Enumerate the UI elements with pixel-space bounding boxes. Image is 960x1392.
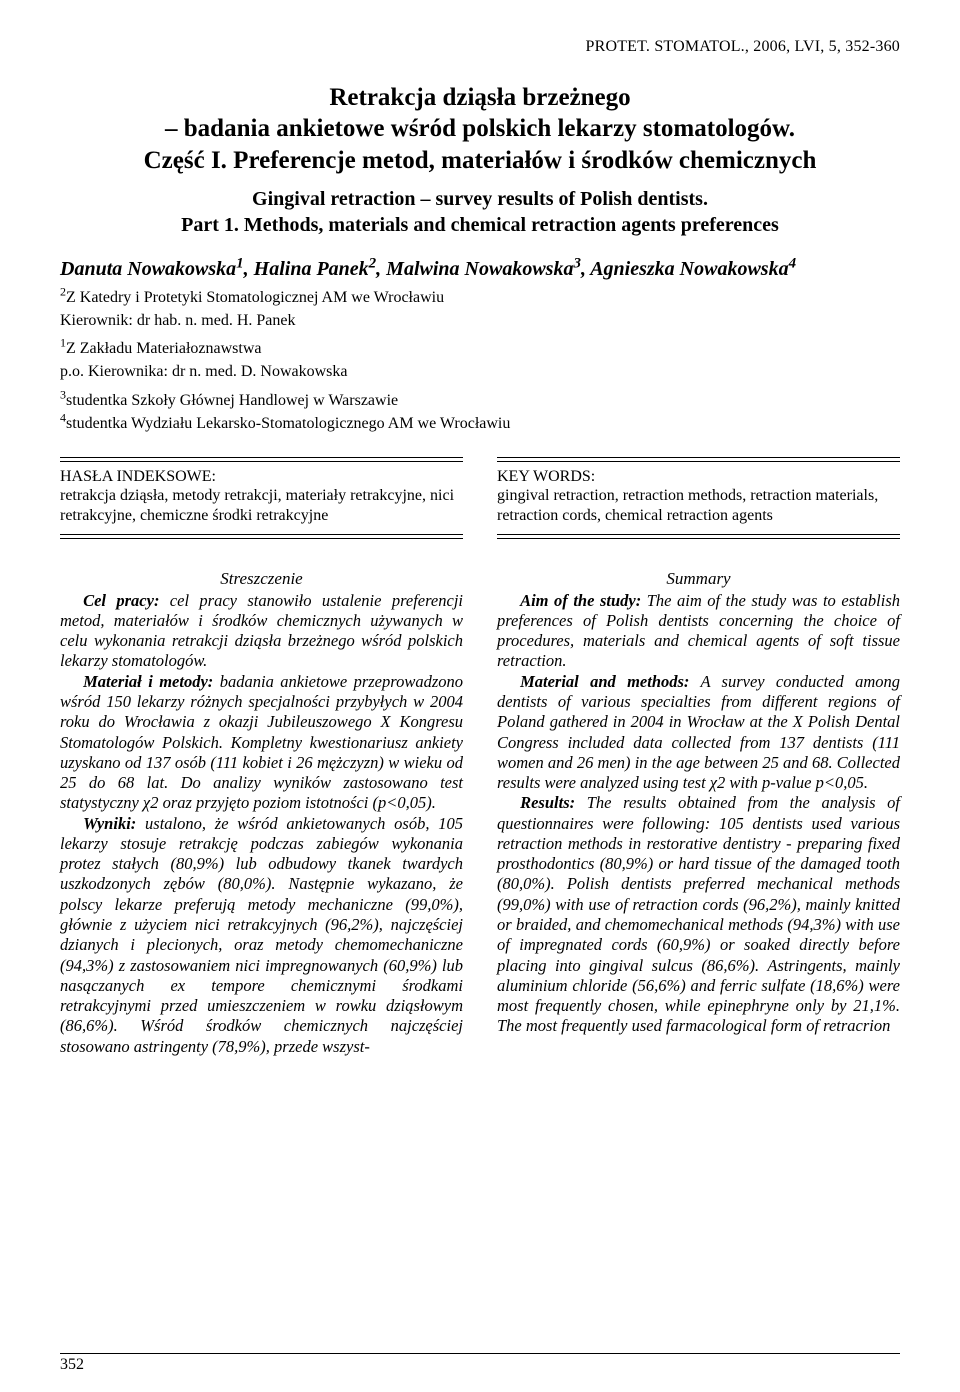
affil1-line2: Kierownik: dr hab. n. med. H. Panek xyxy=(60,311,900,332)
rule-top-right xyxy=(497,457,900,462)
rule-bottom-right xyxy=(497,534,900,539)
affiliation-2: 1Z Zakładu Materiałoznawstwa p.o. Kierow… xyxy=(60,339,900,383)
abs-en-p3-lead: Results: xyxy=(520,793,575,812)
affiliation-3-4: 3studentka Szkoły Głównej Handlowej w Wa… xyxy=(60,391,900,435)
abs-en-p3: The results obtained from the analysis o… xyxy=(497,793,900,1035)
affil1-line1: 2Z Katedry i Protetyki Stomatologicznej … xyxy=(60,288,900,309)
keywords-en-col: KEY WORDS: gingival retraction, retracti… xyxy=(497,449,900,545)
abstract-pl-col: Streszczenie Cel pracy: cel pracy stanow… xyxy=(60,559,463,1057)
rule-top-left xyxy=(60,457,463,462)
keywords-pl-col: HASŁA INDEKSOWE: retrakcja dziąsła, meto… xyxy=(60,449,463,545)
abs-pl-p3-lead: Wyniki: xyxy=(83,814,136,833)
abs-pl-p3: ustalono, że wśród ankietowanych osób, 1… xyxy=(60,814,463,1056)
keywords-row: HASŁA INDEKSOWE: retrakcja dziąsła, meto… xyxy=(60,449,900,545)
summary-title: Summary xyxy=(497,569,900,589)
article-title-pl: Retrakcja dziąsła brzeżnego – badania an… xyxy=(70,82,890,176)
abstracts-row: Streszczenie Cel pracy: cel pracy stanow… xyxy=(60,559,900,1057)
authors-line: Danuta Nowakowska1, Halina Panek2, Malwi… xyxy=(60,256,900,282)
hasla-body: retrakcja dziąsła, metody retrakcji, mat… xyxy=(60,486,463,526)
affil2-line1: 1Z Zakładu Materiałoznawstwa xyxy=(60,339,900,360)
title-pl-line3: Część I. Preferencje metod, materiałów i… xyxy=(144,147,817,174)
affil2-line2: p.o. Kierownika: dr n. med. D. Nowakowsk… xyxy=(60,362,900,383)
affiliation-1: 2Z Katedry i Protetyki Stomatologicznej … xyxy=(60,288,900,332)
title-pl-line1: Retrakcja dziąsła brzeżnego xyxy=(329,84,630,111)
abstract-pl-body: Cel pracy: cel pracy stanowiło ustalenie… xyxy=(60,591,463,1057)
abs-pl-p2-lead: Materiał i metody: xyxy=(83,672,213,691)
affil3-line2: 4studentka Wydziału Lekarsko-Stomatologi… xyxy=(60,414,900,435)
title-pl-line2: – badania ankietowe wśród polskich lekar… xyxy=(165,115,795,142)
abstract-en-col: Summary Aim of the study: The aim of the… xyxy=(497,559,900,1057)
streszczenie-title: Streszczenie xyxy=(60,569,463,589)
abs-en-p1-lead: Aim of the study: xyxy=(520,591,641,610)
title-en-line2: Part 1. Methods, materials and chemical … xyxy=(181,214,779,236)
title-en-line1: Gingival retraction – survey results of … xyxy=(252,188,708,210)
article-title-en: Gingival retraction – survey results of … xyxy=(70,186,890,238)
abs-pl-p1-lead: Cel pracy: xyxy=(83,591,159,610)
rule-bottom-left xyxy=(60,534,463,539)
abs-pl-p2: badania ankietowe przeprowadzono wśród 1… xyxy=(60,672,463,813)
hasla-head: HASŁA INDEKSOWE: xyxy=(60,468,463,486)
page-number: 352 xyxy=(60,1353,900,1374)
kw-body: gingival retraction, retraction methods,… xyxy=(497,486,900,526)
abs-en-p2-lead: Material and methods: xyxy=(520,672,689,691)
kw-head: KEY WORDS: xyxy=(497,468,900,486)
journal-running-head: PROTET. STOMATOL., 2006, LVI, 5, 352-360 xyxy=(60,38,900,56)
affil3-line1: 3studentka Szkoły Głównej Handlowej w Wa… xyxy=(60,391,900,412)
abstract-en-body: Aim of the study: The aim of the study w… xyxy=(497,591,900,1037)
